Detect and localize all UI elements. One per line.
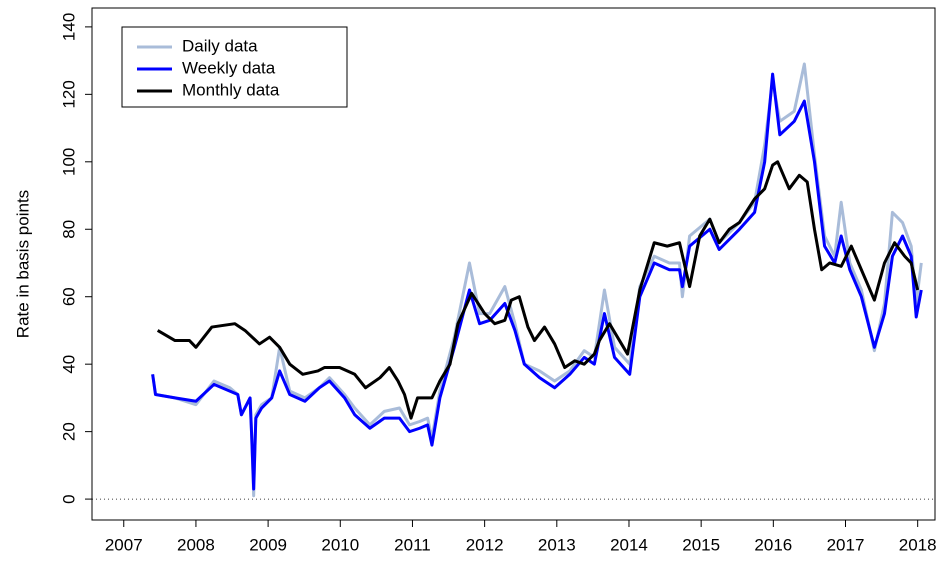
x-tick-label: 2017 [827, 535, 865, 554]
series-line [151, 72, 923, 491]
x-tick-label: 2008 [177, 535, 215, 554]
y-axis-label: Rate in basis points [13, 190, 32, 338]
y-tick-label: 80 [59, 220, 78, 239]
series-line [156, 160, 920, 420]
plot-frame [91, 7, 936, 521]
y-tick-label: 40 [59, 355, 78, 374]
y-tick-label: 0 [59, 494, 78, 503]
x-tick-label: 2013 [538, 535, 576, 554]
y-tick-label: 20 [59, 422, 78, 441]
x-tick-label: 2011 [394, 535, 431, 554]
series-line [151, 62, 923, 498]
x-tick-label: 2012 [466, 535, 504, 554]
x-tick-label: 2015 [682, 535, 720, 554]
y-tick-label: 120 [59, 80, 78, 108]
x-tick-label: 2010 [321, 535, 359, 554]
x-tick-label: 2016 [754, 535, 792, 554]
x-tick-label: 2007 [105, 535, 143, 554]
legend-label: Weekly data [182, 58, 276, 77]
legend-label: Monthly data [182, 80, 280, 99]
x-tick-label: 2009 [249, 535, 287, 554]
legend-label: Daily data [182, 36, 258, 55]
y-tick-label: 140 [59, 13, 78, 41]
x-tick-label: 2014 [610, 535, 648, 554]
legend-box [121, 26, 348, 108]
y-tick-label: 100 [59, 148, 78, 176]
y-tick-label: 60 [59, 287, 78, 306]
x-tick-label: 2018 [899, 535, 937, 554]
